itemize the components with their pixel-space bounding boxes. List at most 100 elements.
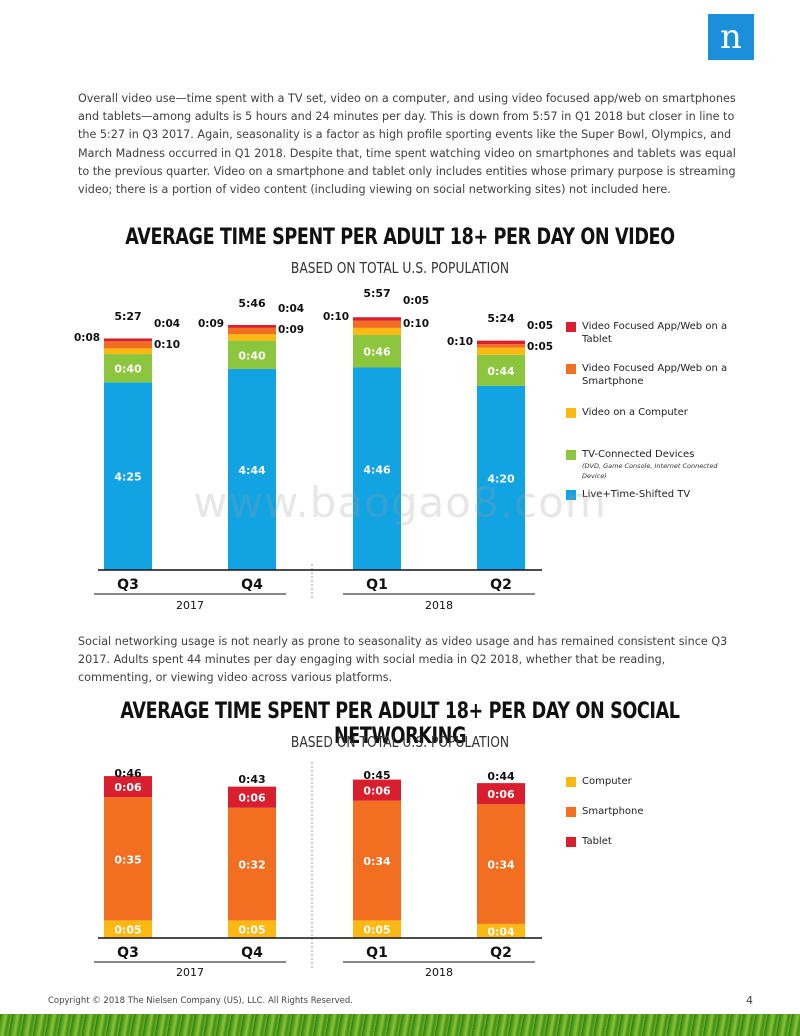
social-tick-label: Q1 <box>366 945 388 961</box>
video-chart-legend: Video Focused App/Web on a Tablet Video F… <box>566 320 796 520</box>
video-data-label: 0:04 <box>154 318 180 330</box>
social-bar-q2-smartphone <box>477 804 525 924</box>
social-chart-legend: Tablet Smartphone Computer <box>566 775 796 865</box>
video-bar-q1-video-focused-app-web-on-a-smartphone <box>353 320 401 328</box>
social-bar-q2-computer <box>477 923 525 938</box>
social-legend-swatch <box>566 777 576 787</box>
social-data-label: 0:06 <box>363 785 391 798</box>
video-data-label: 0:40 <box>238 349 266 362</box>
watermark: www.baogao8.com <box>193 478 607 527</box>
video-data-label: 0:10 <box>447 336 473 348</box>
video-data-label: 0:40 <box>114 363 142 376</box>
video-legend-label: Video Focused App/Web on a Tablet <box>582 321 728 345</box>
social-data-label: 0:05 <box>114 924 141 937</box>
video-chart-title: AVERAGE TIME SPENT PER ADULT 18+ PER DAY… <box>125 225 675 250</box>
video-data-label: 0:10 <box>323 311 349 323</box>
video-legend-note: (DVD, Game Console, Internet Connected D… <box>582 462 718 480</box>
grass-border <box>0 1014 800 1036</box>
social-tick-label: Q2 <box>490 945 512 961</box>
social-data-label: 0:05 <box>363 924 390 937</box>
video-bar-q4-video-on-a-computer <box>228 334 276 341</box>
video-tick-label: Q3 <box>117 577 139 593</box>
video-total-label: 5:57 <box>363 287 390 300</box>
video-bar-q4-video-focused-app-web-on-a-tablet <box>228 325 276 328</box>
video-legend-swatch <box>566 408 576 418</box>
social-total-label: 0:46 <box>114 767 142 780</box>
video-total-label: 5:24 <box>487 312 515 325</box>
social-group-label: 2017 <box>176 966 204 979</box>
video-data-label: 0:46 <box>363 346 391 359</box>
video-data-label: 4:20 <box>487 472 515 485</box>
video-legend-label: TV-Connected Devices (DVD, Game Console, … <box>582 448 732 481</box>
video-data-label: 0:05 <box>403 295 429 307</box>
video-legend-item-video-on-a-computer: Video on a Computer <box>566 406 688 419</box>
video-legend-swatch <box>566 450 576 460</box>
page-number: 4 <box>746 994 753 1007</box>
video-group-label: 2017 <box>176 599 204 612</box>
video-legend-label: Video on a Computer <box>582 407 688 418</box>
video-bar-q3-tv-connected-devices <box>104 354 152 383</box>
video-total-label: 5:27 <box>114 310 141 323</box>
social-bar-q3-computer <box>104 920 152 938</box>
social-legend-item-smartphone: Smartphone <box>566 805 644 818</box>
video-data-label: 0:09 <box>278 324 304 336</box>
video-data-label: 0:05 <box>527 341 553 353</box>
video-total-label: 5:46 <box>238 297 266 310</box>
video-data-label: 0:09 <box>198 318 224 330</box>
social-legend-swatch <box>566 837 576 847</box>
social-data-label: 0:34 <box>363 855 391 868</box>
video-legend-item-tv-connected-devices: TV-Connected Devices (DVD, Game Console, … <box>566 448 732 481</box>
social-data-label: 0:06 <box>114 781 142 794</box>
video-legend-item-video-focused-app-web-on-a-tablet: Video Focused App/Web on a Tablet <box>566 320 732 346</box>
social-group-label: 2018 <box>425 966 453 979</box>
video-bar-q3-video-on-a-computer <box>104 348 152 355</box>
social-total-label: 0:44 <box>487 770 515 783</box>
social-paragraph: Social networking usage is not nearly as… <box>78 635 728 685</box>
video-bar-q3-video-focused-app-web-on-a-tablet <box>104 338 152 342</box>
video-data-label: 0:10 <box>403 318 429 330</box>
video-data-label: 0:04 <box>278 303 304 315</box>
logo-letter: n <box>720 17 742 57</box>
video-bar-q1-live-time-shifted-tv <box>353 367 401 570</box>
social-legend-swatch <box>566 807 576 817</box>
video-tick-label: Q4 <box>241 577 263 593</box>
social-bar-q1-computer <box>353 920 401 938</box>
social-data-label: 0:06 <box>238 792 266 805</box>
social-legend-item-tablet: Tablet <box>566 835 612 848</box>
social-legend-label: Computer <box>582 776 632 787</box>
social-bar-q3-smartphone <box>104 797 152 921</box>
video-bar-q4-live-time-shifted-tv <box>228 368 276 570</box>
social-chart-title: AVERAGE TIME SPENT PER ADULT 18+ PER DAY… <box>120 699 680 749</box>
social-tick-label: Q3 <box>117 945 139 961</box>
video-bar-q2-video-on-a-computer <box>477 347 525 355</box>
video-bar-q1-video-on-a-computer <box>353 327 401 335</box>
video-bar-q2-tv-connected-devices <box>477 354 525 386</box>
video-legend-swatch <box>566 322 576 332</box>
video-data-label: 4:44 <box>238 464 266 477</box>
social-legend-item-computer: Computer <box>566 775 632 788</box>
social-bar-q1-smartphone <box>353 800 401 921</box>
social-bar-q2-tablet <box>477 783 525 805</box>
social-data-label: 0:06 <box>487 788 515 801</box>
video-chart-subtitle: BASED ON TOTAL U.S. POPULATION <box>290 259 510 277</box>
copyright: Copyright © 2018 The Nielsen Company (US… <box>48 996 353 1006</box>
social-bar-q4-computer <box>228 920 276 938</box>
social-data-label: 0:32 <box>238 859 265 872</box>
video-legend-swatch <box>566 490 576 500</box>
video-legend-swatch <box>566 364 576 374</box>
social-data-label: 0:05 <box>238 924 265 937</box>
video-legend-label: Video Focused App/Web on a Smartphone <box>582 363 728 387</box>
social-bar-q4-smartphone <box>228 807 276 921</box>
nielsen-logo: n <box>708 14 754 60</box>
video-bar-q2-live-time-shifted-tv <box>477 385 525 570</box>
video-bar-q3-live-time-shifted-tv <box>104 382 152 570</box>
social-bar-q3-tablet <box>104 776 152 798</box>
social-bar-q4-tablet <box>228 786 276 808</box>
video-bar-q1-video-focused-app-web-on-a-tablet <box>353 317 401 321</box>
video-data-label: 4:25 <box>114 471 141 484</box>
social-total-label: 0:45 <box>363 769 390 782</box>
social-legend-label: Tablet <box>582 836 612 847</box>
video-bar-q1-tv-connected-devices <box>353 334 401 368</box>
video-bar-q3-video-focused-app-web-on-a-smartphone <box>104 341 152 349</box>
video-tick-label: Q2 <box>490 577 512 593</box>
